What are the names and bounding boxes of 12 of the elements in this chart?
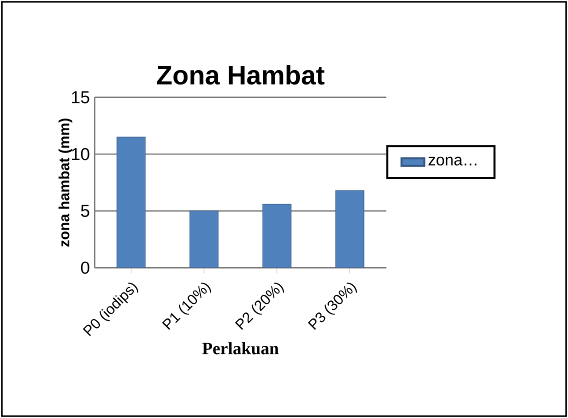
bar <box>262 204 292 268</box>
y-tick-label: 0 <box>81 262 90 274</box>
y-axis-title: zona hambat (mm) <box>58 118 72 247</box>
bar <box>190 210 218 268</box>
y-tick-label: 10 <box>72 148 90 160</box>
y-tick-label: 5 <box>81 204 90 217</box>
legend-label: zona… <box>428 156 476 166</box>
y-tick-label: 15 <box>72 91 90 104</box>
bar <box>335 190 364 268</box>
x-axis-title: Perlakuan <box>202 342 279 354</box>
bar <box>116 136 146 268</box>
chart-title: Zona Hambat <box>156 65 324 85</box>
